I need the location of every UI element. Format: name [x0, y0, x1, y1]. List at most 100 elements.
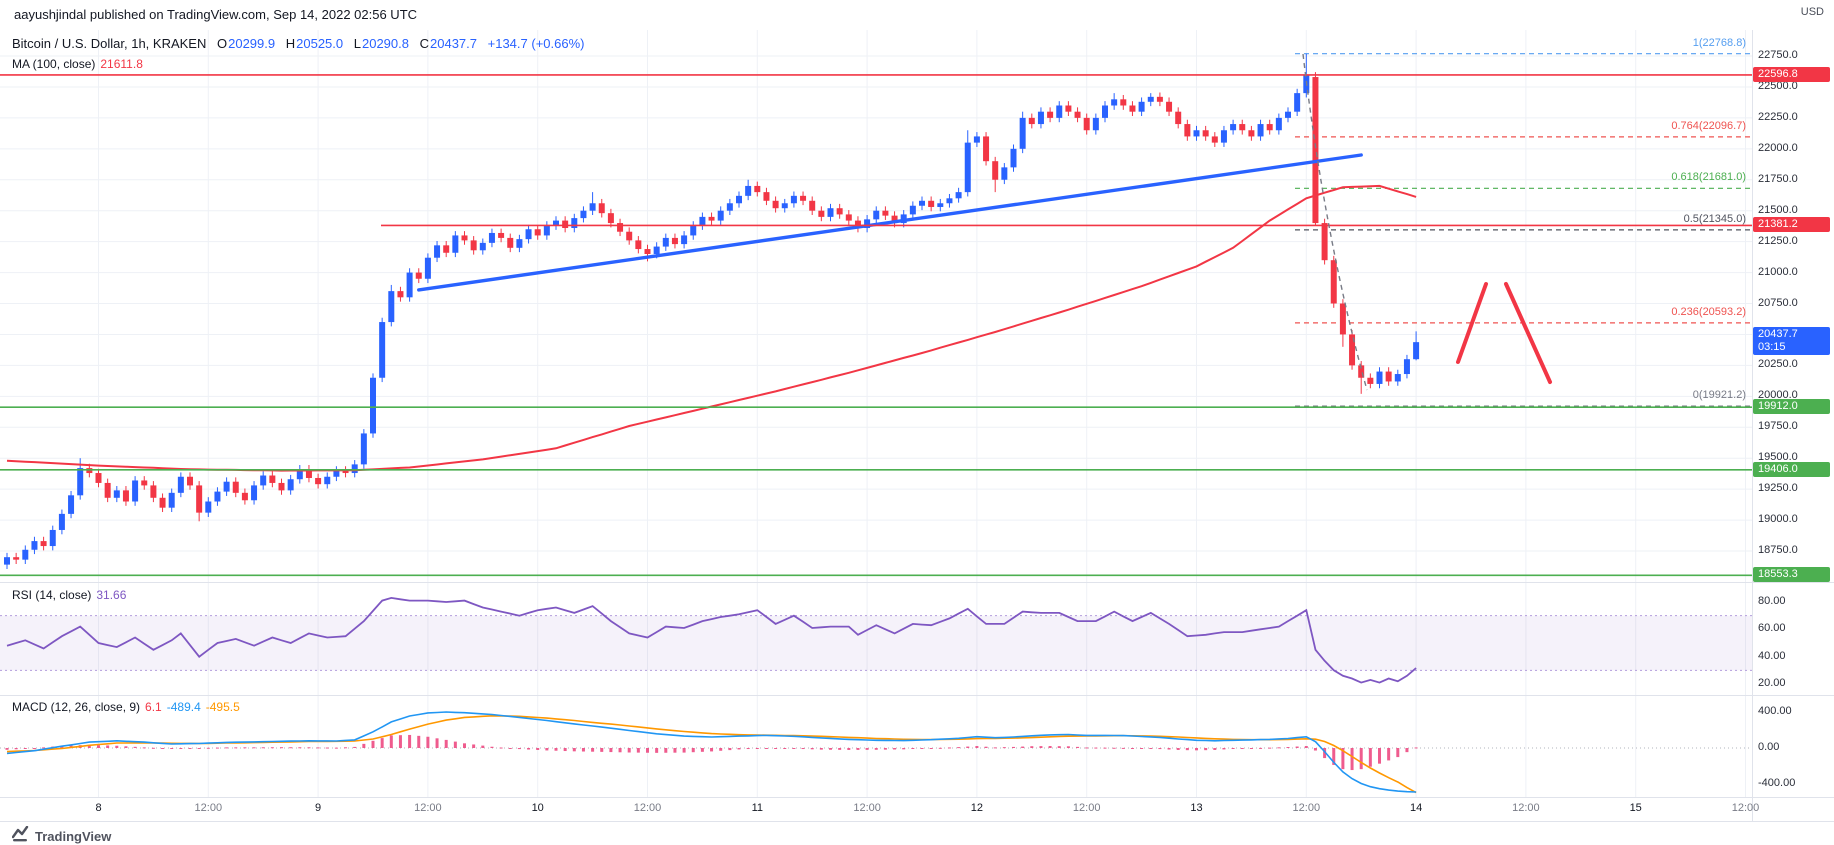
time-axis-hour-label: 12:00 — [1072, 802, 1101, 814]
candle — [708, 216, 715, 221]
macd-histogram-bar — [600, 748, 604, 752]
macd-histogram-bar — [1103, 747, 1107, 749]
candle — [324, 476, 331, 485]
macd-histogram-bar — [993, 747, 997, 749]
macd-histogram-bar — [536, 748, 540, 750]
macd-histogram-bar — [1286, 747, 1290, 749]
macd-histogram-bar — [957, 747, 961, 749]
candle — [955, 192, 962, 199]
macd-histogram-bar — [1195, 748, 1198, 751]
macd-histogram-bar — [5, 748, 9, 750]
candle — [1147, 96, 1154, 102]
drop-arrow-annotation[interactable] — [1302, 53, 1368, 391]
macd-histogram-bar — [911, 748, 915, 749]
candle — [562, 220, 569, 229]
macd-histogram-bar — [206, 747, 210, 749]
macd-histogram-bar — [591, 748, 595, 752]
candle — [1065, 105, 1072, 112]
candle — [406, 272, 413, 298]
macd-histogram-bar — [1057, 746, 1061, 748]
candle — [58, 513, 65, 530]
trendline[interactable] — [417, 153, 1363, 292]
macd-histogram-bar — [508, 748, 512, 749]
price-axis[interactable]: 22750.0 22500.0 22250.0 22000.0 21750.0 21500… — [1752, 0, 1834, 822]
candle — [1138, 101, 1145, 112]
candle — [946, 198, 953, 204]
macd-line-value: -489.4 — [166, 700, 201, 714]
candle — [1312, 77, 1319, 224]
ohlc-high: H20525.0 — [285, 36, 344, 51]
candle — [1001, 167, 1008, 180]
macd-histogram-bar — [389, 735, 393, 748]
macd-histogram-bar — [490, 746, 494, 748]
current-price-badge: 20437.7 03:15 — [1753, 327, 1830, 356]
fib-level-label: 1(22768.8) — [1692, 36, 1746, 49]
candle — [1083, 117, 1090, 131]
candle — [1156, 96, 1163, 102]
candle — [653, 246, 660, 254]
candle — [260, 475, 267, 486]
red-drawing-annotation[interactable] — [1456, 282, 1488, 364]
price-pane[interactable] — [0, 30, 1752, 582]
macd-histogram-bar — [1085, 747, 1089, 749]
macd-histogram-bar — [581, 748, 585, 752]
candle — [644, 249, 651, 254]
candle — [818, 210, 825, 217]
macd-histogram-bar — [252, 747, 256, 749]
macd-histogram-bar — [655, 748, 659, 753]
candle — [1294, 93, 1301, 112]
countdown-timer: 03:15 — [1758, 341, 1786, 354]
macd-histogram-bar — [23, 748, 27, 749]
candle — [1230, 124, 1237, 131]
macd-histogram-bar — [938, 747, 942, 749]
macd-histogram-bar — [810, 748, 814, 750]
macd-histogram-bar — [270, 747, 274, 749]
fib-level-label: 0.764(22096.7) — [1671, 119, 1746, 132]
macd-histogram-bar — [1149, 748, 1153, 749]
candle — [132, 480, 139, 502]
macd-histogram-bar — [115, 745, 119, 748]
candle — [1330, 260, 1337, 304]
macd-line — [6, 711, 1417, 793]
candle — [360, 433, 367, 465]
badge-price: 22596.8 — [1758, 67, 1798, 80]
candle — [626, 231, 633, 241]
macd-histogram-bar — [32, 748, 36, 749]
candle — [553, 220, 559, 226]
macd-histogram-bar — [755, 748, 759, 749]
macd-histogram-bar — [1387, 748, 1391, 761]
macd-histogram-bar — [1414, 747, 1418, 749]
badge-price: 18553.3 — [1758, 568, 1798, 581]
candle — [1403, 359, 1410, 375]
tradingview-brand-text: TradingView — [35, 829, 112, 844]
time-axis-day-label: 14 — [1409, 802, 1423, 814]
candle — [525, 229, 532, 240]
candle — [342, 470, 349, 474]
macd-histogram-bar — [636, 748, 640, 753]
macd-histogram-bar — [517, 748, 521, 750]
macd-histogram-bar — [380, 738, 384, 748]
macd-histogram-bar — [682, 748, 686, 753]
macd-pane[interactable] — [0, 696, 1752, 797]
candle — [269, 475, 276, 483]
ma-legend-value: 21611.8 — [100, 57, 143, 71]
macd-histogram-bar — [847, 748, 851, 750]
candle — [864, 219, 871, 229]
candle — [177, 476, 184, 493]
candle — [205, 501, 212, 513]
macd-histogram-bar — [170, 748, 174, 749]
macd-signal-value: -495.5 — [205, 700, 240, 714]
macd-histogram-bar — [554, 748, 558, 751]
candle — [726, 203, 733, 211]
macd-histogram-bar — [325, 747, 329, 749]
macd-histogram-bar — [151, 747, 155, 749]
candle — [31, 541, 38, 550]
macd-histogram-bar — [1021, 746, 1025, 748]
red-drawing-annotation[interactable] — [1504, 282, 1552, 384]
rsi-pane[interactable] — [0, 583, 1752, 696]
candle — [498, 232, 505, 238]
macd-histogram-bar — [1313, 748, 1317, 751]
time-axis[interactable]: 8 12:00 9 12:00 10 12:00 11 12:00 12 12:00 13 12:00… — [0, 798, 1834, 822]
tradingview-footer[interactable]: TradingView — [11, 825, 112, 845]
macd-histogram-bar — [1130, 748, 1134, 749]
